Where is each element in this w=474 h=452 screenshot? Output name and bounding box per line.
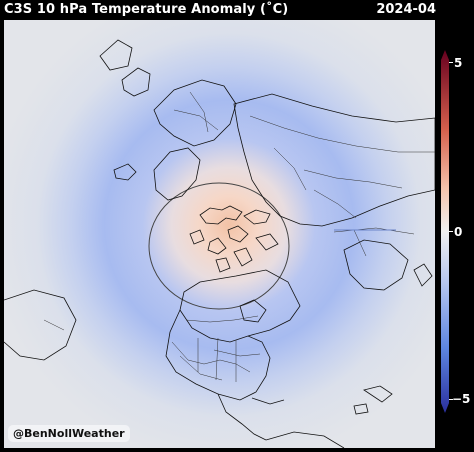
- map-date: 2024-04: [376, 2, 436, 17]
- vortex-contour: [148, 182, 290, 310]
- coastlines: [4, 39, 435, 448]
- anomaly-map: [4, 20, 435, 448]
- colorbar-tick-min: [449, 399, 453, 400]
- colorbar-fill: [441, 50, 449, 413]
- colorbar-tick-zero: [449, 231, 453, 232]
- colorbar-label-min: −5: [452, 392, 471, 406]
- colorbar-label-zero: 0: [454, 225, 463, 239]
- colorbar-label-max: 5: [454, 56, 463, 70]
- colorbar: [441, 50, 449, 413]
- colorbar-tick-max: [449, 62, 453, 63]
- map-title: C3S 10 hPa Temperature Anomaly (˚C): [4, 2, 289, 17]
- colorbar-svg: [441, 50, 449, 413]
- country-borders: [43, 91, 435, 382]
- watermark: @BenNollWeather: [8, 425, 130, 442]
- anomaly-field: [4, 20, 435, 448]
- map-svg: [4, 20, 435, 448]
- title-bar: C3S 10 hPa Temperature Anomaly (˚C) 2024…: [0, 0, 474, 20]
